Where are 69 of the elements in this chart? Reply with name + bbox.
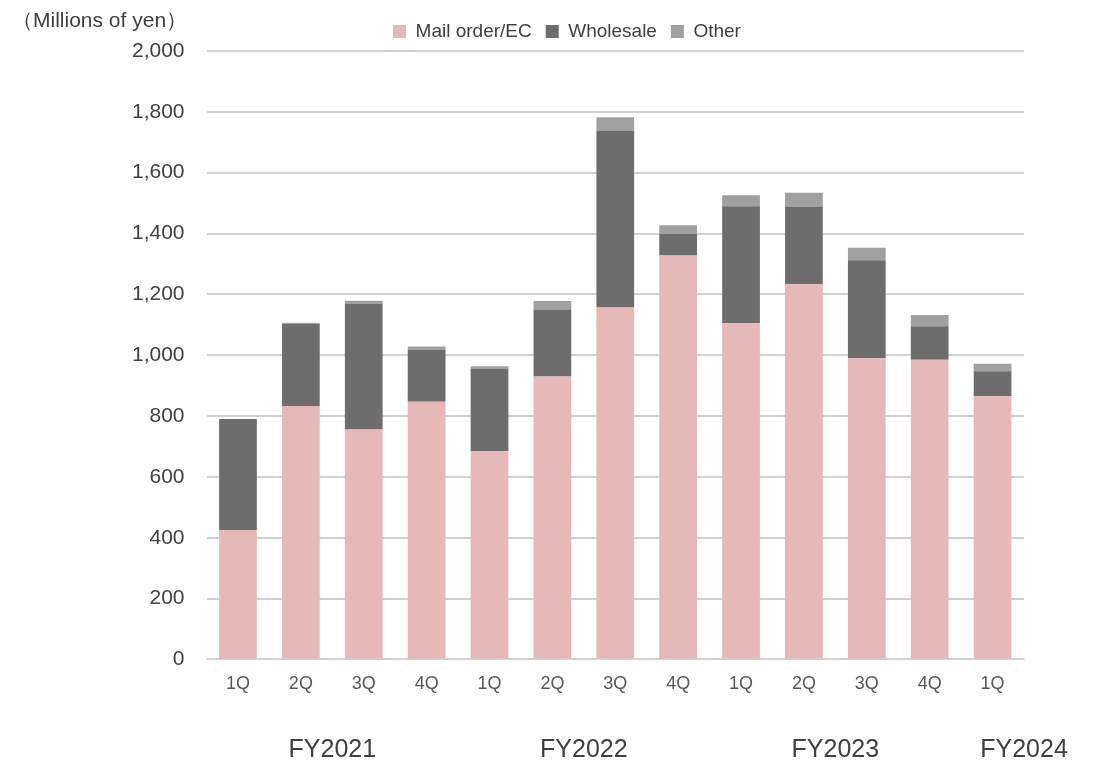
bar [596,131,635,308]
bar [722,206,760,324]
bar [659,255,698,659]
x-tick-label: 1Q [225,673,250,694]
bar [344,304,383,430]
bar [847,247,886,261]
bar [910,359,949,659]
x-tick-label: 1Q [980,673,1005,694]
x-tick-label: 2Q [288,673,313,694]
y-tick-label: 1,000 [131,342,185,365]
bar [785,207,823,285]
bar [533,309,572,377]
bar [785,284,823,659]
y-tick-label: 1,600 [131,159,185,183]
y-tick-label: 200 [149,585,185,609]
legend-label: Mail order/EC [415,19,532,41]
bar [470,368,509,452]
x-tick-label: 3Q [854,673,879,694]
bar [973,371,1012,397]
y-tick-label: 1,400 [131,220,185,244]
bar [533,301,572,310]
bar [470,366,509,369]
text: FY2021 [288,733,377,762]
bar [847,358,886,659]
bar [910,315,949,327]
bar [282,323,320,406]
bar [785,192,823,208]
bar [659,233,698,256]
y-tick-label: 0 [172,646,185,670]
bar [973,396,1012,659]
y-axis-title: （Millions of yen） [12,7,188,31]
x-tick-label: 4Q [666,673,691,694]
bar [219,419,257,531]
bar [219,530,257,659]
bar [344,429,383,659]
bar [722,323,760,659]
bar [344,300,383,305]
bar [596,307,635,659]
x-tick-label: 4Q [917,673,942,694]
x-tick-label: 3Q [351,673,376,694]
bar [533,376,572,659]
bar [282,406,320,659]
x-tick-label: 4Q [414,673,439,694]
bar [847,260,886,359]
bar [659,225,698,234]
text: FY2022 [540,733,628,762]
legend-label: Other [693,19,742,41]
x-tick-label: 2Q [540,673,565,694]
bar [722,195,760,207]
bar [973,363,1012,372]
bar [407,350,446,402]
y-tick-label: 400 [149,524,185,548]
bar [596,117,635,132]
bar [407,346,446,351]
text: FY2024 [980,733,1068,762]
bar [407,401,446,659]
x-tick-label: 1Q [729,673,754,694]
x-tick-label: 3Q [603,673,628,694]
text: FY2023 [791,733,880,762]
legend-label: Wholesale [568,19,657,41]
bar [470,451,509,659]
y-tick-label: 1,800 [131,98,185,122]
y-tick-label: 2,000 [131,37,185,61]
y-tick-label: 800 [149,402,185,426]
x-tick-label: 2Q [791,673,816,694]
x-tick-label: 1Q [477,673,502,694]
y-tick-label: 1,200 [131,281,185,305]
y-tick-label: 600 [149,463,185,487]
bar [910,326,949,360]
